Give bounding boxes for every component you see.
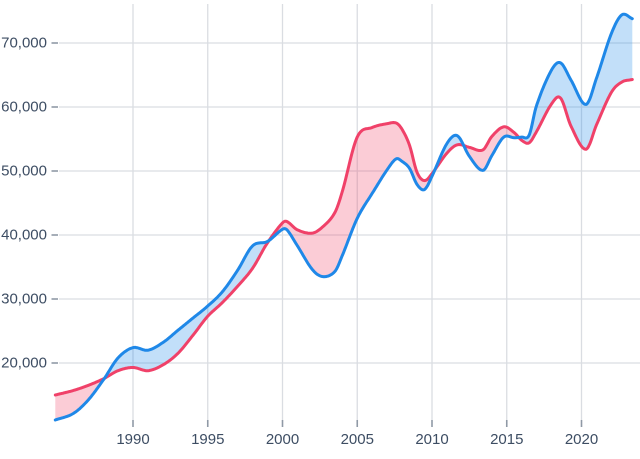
- band-fill-pink: [463, 126, 519, 171]
- band-fill-pink: [55, 378, 105, 420]
- y-axis-label: 40,000: [1, 227, 47, 244]
- x-axis-label: 2005: [341, 431, 374, 448]
- series-lines-layer: [53, 12, 634, 422]
- band-fill-blue: [518, 14, 633, 150]
- band-fill-blue: [104, 240, 269, 379]
- x-axis-label: 1990: [116, 431, 149, 448]
- band-fills-layer: [55, 14, 633, 420]
- x-axis-label: 1995: [191, 431, 224, 448]
- y-axis-label: 20,000: [1, 355, 47, 372]
- x-axis-label: 2000: [266, 431, 299, 448]
- y-axis-label: 70,000: [1, 35, 47, 52]
- y-axis-label: 60,000: [1, 99, 47, 116]
- gridlines-layer: [59, 4, 640, 420]
- x-axis-label: 2015: [490, 431, 523, 448]
- axis-ticks-layer: [51, 42, 583, 427]
- pink-series-line: [53, 78, 634, 397]
- y-axis-label: 30,000: [1, 291, 47, 308]
- blue-series-line: [53, 12, 634, 422]
- x-axis-label: 2010: [415, 431, 448, 448]
- y-axis-label: 50,000: [1, 163, 47, 180]
- x-axis-label: 2020: [565, 431, 598, 448]
- axis-labels-layer: 20,000 30,000 40,000 50,000 60,000 70,000 1990…: [1, 35, 598, 449]
